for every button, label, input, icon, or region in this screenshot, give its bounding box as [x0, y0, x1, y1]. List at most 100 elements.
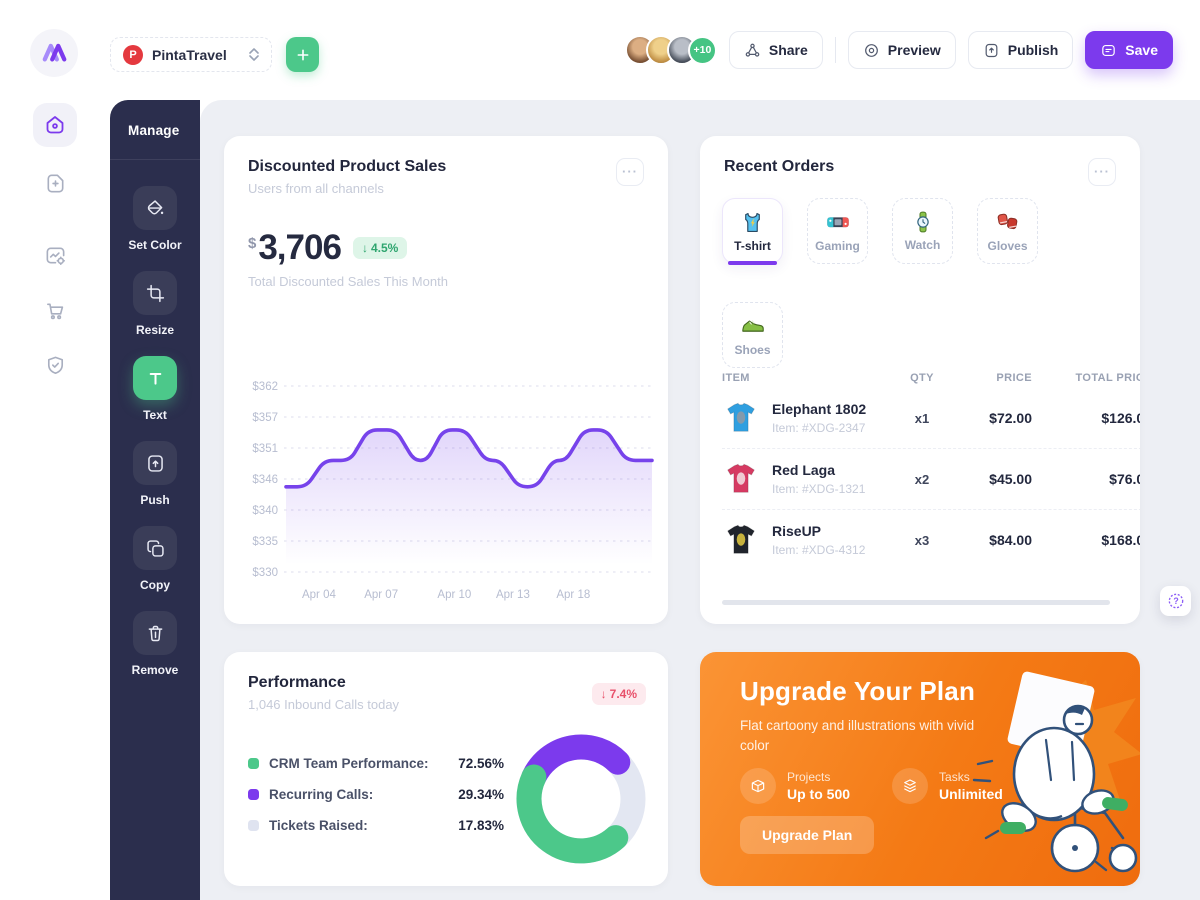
tool-remove[interactable]: Remove [110, 611, 200, 677]
copy-icon [146, 539, 164, 557]
publish-button[interactable]: Publish [967, 31, 1074, 69]
col-total-price: TOTAL PRICE [1075, 372, 1140, 384]
orders-card-menu-button[interactable]: ··· [1088, 158, 1116, 186]
orders-card-title: Recent Orders [724, 158, 835, 175]
nav-orders[interactable] [33, 288, 77, 332]
shoe-icon [741, 320, 764, 332]
add-workspace-button[interactable] [286, 37, 319, 72]
workspace-selector[interactable]: P PintaTravel [110, 37, 272, 72]
tool-copy[interactable]: Copy [110, 526, 200, 592]
app-logo-icon [42, 43, 67, 62]
svg-text:$335: $335 [252, 536, 278, 548]
publish-label: Publish [1007, 42, 1059, 58]
upgrade-features: Projects Up to 500 Tasks Unlimited [740, 768, 1003, 804]
upgrade-plan-card: Upgrade Your Plan Flat cartoony and illu… [700, 652, 1140, 886]
category-label: Watch [904, 238, 941, 252]
sales-line-chart: $362 $357 $351 $346 $340 $335 $330 Apr 04 Apr 07… [238, 376, 662, 612]
svg-text:$357: $357 [252, 412, 278, 424]
app-logo[interactable] [30, 29, 78, 77]
tool-set-color[interactable]: Set Color [110, 186, 200, 252]
avatar-overflow-badge[interactable]: +10 [687, 35, 717, 65]
upgrade-illustration [972, 671, 1140, 873]
category-tshirt[interactable]: T-shirt [722, 198, 783, 265]
category-label: Shoes [734, 343, 771, 357]
order-row[interactable]: Red Laga Item: #XDG-1321 x2 $45.00 $76.0… [722, 449, 1140, 510]
feature-label: Tasks [939, 770, 970, 784]
ellipsis-icon: ··· [1094, 164, 1110, 179]
category-label: Gloves [987, 238, 1028, 253]
nav-analytics[interactable] [33, 233, 77, 277]
arrow-down-icon: ↓ [600, 687, 607, 701]
plus-icon [297, 49, 308, 60]
sales-total-value: 3,706 [258, 228, 342, 267]
performance-delta-value: 7.4% [609, 687, 637, 701]
sales-card-title: Discounted Product Sales [248, 158, 447, 175]
arrow-down-icon: ↓ [361, 241, 368, 255]
tool-label: Text [143, 408, 167, 422]
text-icon [149, 372, 161, 385]
gloves-icon [997, 213, 1018, 229]
currency-symbol: $ [248, 235, 257, 252]
discounted-sales-card: Discounted Product Sales Users from all … [224, 136, 668, 624]
layers-icon [892, 768, 929, 804]
category-gloves[interactable]: Gloves [977, 198, 1038, 264]
push-icon [147, 454, 163, 472]
svg-text:$351: $351 [252, 443, 278, 455]
performance-donut-chart [510, 728, 652, 870]
collaborator-avatars[interactable]: +10 [624, 35, 717, 65]
save-label: Save [1125, 42, 1158, 58]
order-row[interactable]: Elephant 1802 Item: #XDG-2347 x1 $72.00 … [722, 388, 1140, 449]
orders-table[interactable]: ITEM QTY PRICE TOTAL PRICE Elephant 1802… [722, 372, 1140, 570]
chevron-updown-icon [249, 48, 259, 61]
upgrade-subtitle: Flat cartoony and illustrations with viv… [740, 718, 975, 753]
home-icon [46, 116, 64, 134]
svg-text:Apr 10: Apr 10 [437, 589, 471, 601]
publish-icon [985, 43, 998, 57]
legend-item: Recurring Calls: 29.34% [248, 787, 504, 802]
share-icon [745, 43, 760, 57]
category-label: Gaming [815, 239, 860, 253]
tool-label: Set Color [128, 238, 182, 252]
category-shoes[interactable]: Shoes [722, 302, 783, 368]
ellipsis-icon: ··· [622, 164, 638, 179]
trash-icon [148, 625, 162, 641]
performance-title: Performance [248, 674, 346, 691]
category-watch[interactable]: Watch [892, 198, 953, 264]
order-price: $84.00 [989, 532, 1032, 548]
order-price: $45.00 [989, 471, 1032, 487]
nav-new-file[interactable] [33, 161, 77, 205]
topbar: P PintaTravel +10 Share Pr [0, 0, 1200, 100]
svg-text:Apr 18: Apr 18 [556, 589, 590, 601]
tool-push[interactable]: Push [110, 441, 200, 507]
category-gaming[interactable]: Gaming [807, 198, 868, 264]
save-button[interactable]: Save [1085, 31, 1173, 69]
horizontal-scrollbar[interactable] [722, 600, 1110, 605]
legend-label: CRM Team Performance: [269, 756, 429, 771]
svg-text:Apr 13: Apr 13 [496, 589, 530, 601]
tool-resize[interactable]: Resize [110, 271, 200, 337]
nav-home[interactable] [33, 103, 77, 147]
svg-text:$330: $330 [252, 567, 278, 579]
legend-item: CRM Team Performance: 72.56% [248, 756, 504, 771]
legend-swatch [248, 820, 259, 831]
sales-card-menu-button[interactable]: ··· [616, 158, 644, 186]
preview-button[interactable]: Preview [847, 31, 956, 69]
performance-legend: CRM Team Performance: 72.56% Recurring C… [248, 756, 504, 849]
upgrade-plan-button[interactable]: Upgrade Plan [740, 816, 875, 854]
order-qty: x2 [914, 471, 930, 487]
game-console-icon [826, 217, 849, 228]
tool-text[interactable]: Text [110, 356, 200, 422]
share-button[interactable]: Share [728, 31, 823, 69]
manage-panel-title: Manage [128, 123, 180, 138]
file-add-icon [46, 174, 64, 192]
legend-label: Tickets Raised: [269, 818, 368, 833]
cart-icon [46, 302, 63, 319]
nav-security[interactable] [33, 343, 77, 387]
svg-text:$362: $362 [252, 381, 278, 393]
product-name: Red Laga [772, 462, 836, 479]
order-row[interactable]: RiseUP Item: #XDG-4312 x3 $84.00 $168.00 [722, 510, 1140, 570]
product-code: Item: #XDG-2347 [772, 420, 866, 435]
sales-delta-value: 4.5% [370, 241, 399, 255]
order-price: $72.00 [989, 410, 1032, 426]
help-button[interactable]: ? [1160, 586, 1191, 616]
